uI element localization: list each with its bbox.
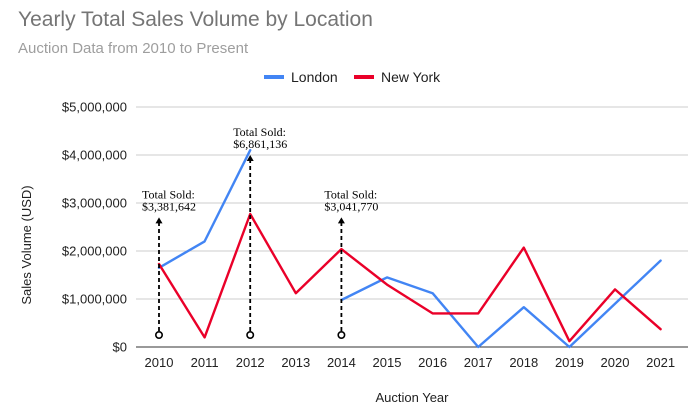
annotation-arrowhead [246,155,254,161]
y-axis-title: Sales Volume (USD) [19,185,34,304]
x-tick-label: 2013 [281,355,310,370]
annotation-value: $6,861,136 [233,137,287,151]
x-axis-ticks: 2010 2011 2012 2013 2014 2015 2016 2017 2018 2019… [145,355,676,370]
y-tick-label: $2,000,000 [62,244,127,259]
annotation-arrowhead [155,217,163,224]
annotation-start-circle [155,330,164,339]
x-tick-label: 2017 [464,355,493,370]
x-tick-label: 2016 [418,355,447,370]
series-lines [157,148,662,349]
legend-label-new-york: New York [381,69,441,85]
annotation-start-circle [246,330,255,339]
x-tick-label: 2019 [555,355,584,370]
y-tick-label: $3,000,000 [62,196,127,211]
x-tick-label: 2014 [327,355,356,370]
annotation-arrowhead [337,217,345,224]
series-line-new-york [157,212,662,343]
x-tick-label: 2020 [601,355,630,370]
chart-title: Yearly Total Sales Volume by Location [18,8,373,31]
y-tick-label: $4,000,000 [62,148,127,163]
series-line-london [340,259,662,349]
x-axis-title: Auction Year [375,390,449,405]
annotation-label: Total Sold: [233,125,286,139]
x-tick-label: 2010 [145,355,174,370]
legend: London New York [264,69,441,85]
annotation-label: Total Sold: [324,187,377,201]
legend-label-london: London [291,69,338,85]
x-tick-label: 2018 [509,355,538,370]
gridlines [136,106,688,348]
series-line-london [157,148,252,269]
x-tick-label: 2011 [191,355,219,370]
x-tick-label: 2012 [236,355,265,370]
annotation-label: Total Sold: [142,187,195,201]
annotation-start-circle [337,330,346,339]
annotation-value: $3,381,642 [142,199,196,213]
y-tick-label: $0 [113,340,127,355]
y-tick-label: $5,000,000 [62,100,127,115]
annotation-value: $3,041,770 [324,199,378,213]
x-tick-label: 2021 [646,355,675,370]
y-axis-ticks: $0 $1,000,000 $2,000,000 $3,000,000 $4,000,0… [62,100,127,355]
chart-subtitle: Auction Data from 2010 to Present [18,40,249,57]
y-tick-label: $1,000,000 [62,292,127,307]
x-tick-label: 2015 [373,355,402,370]
